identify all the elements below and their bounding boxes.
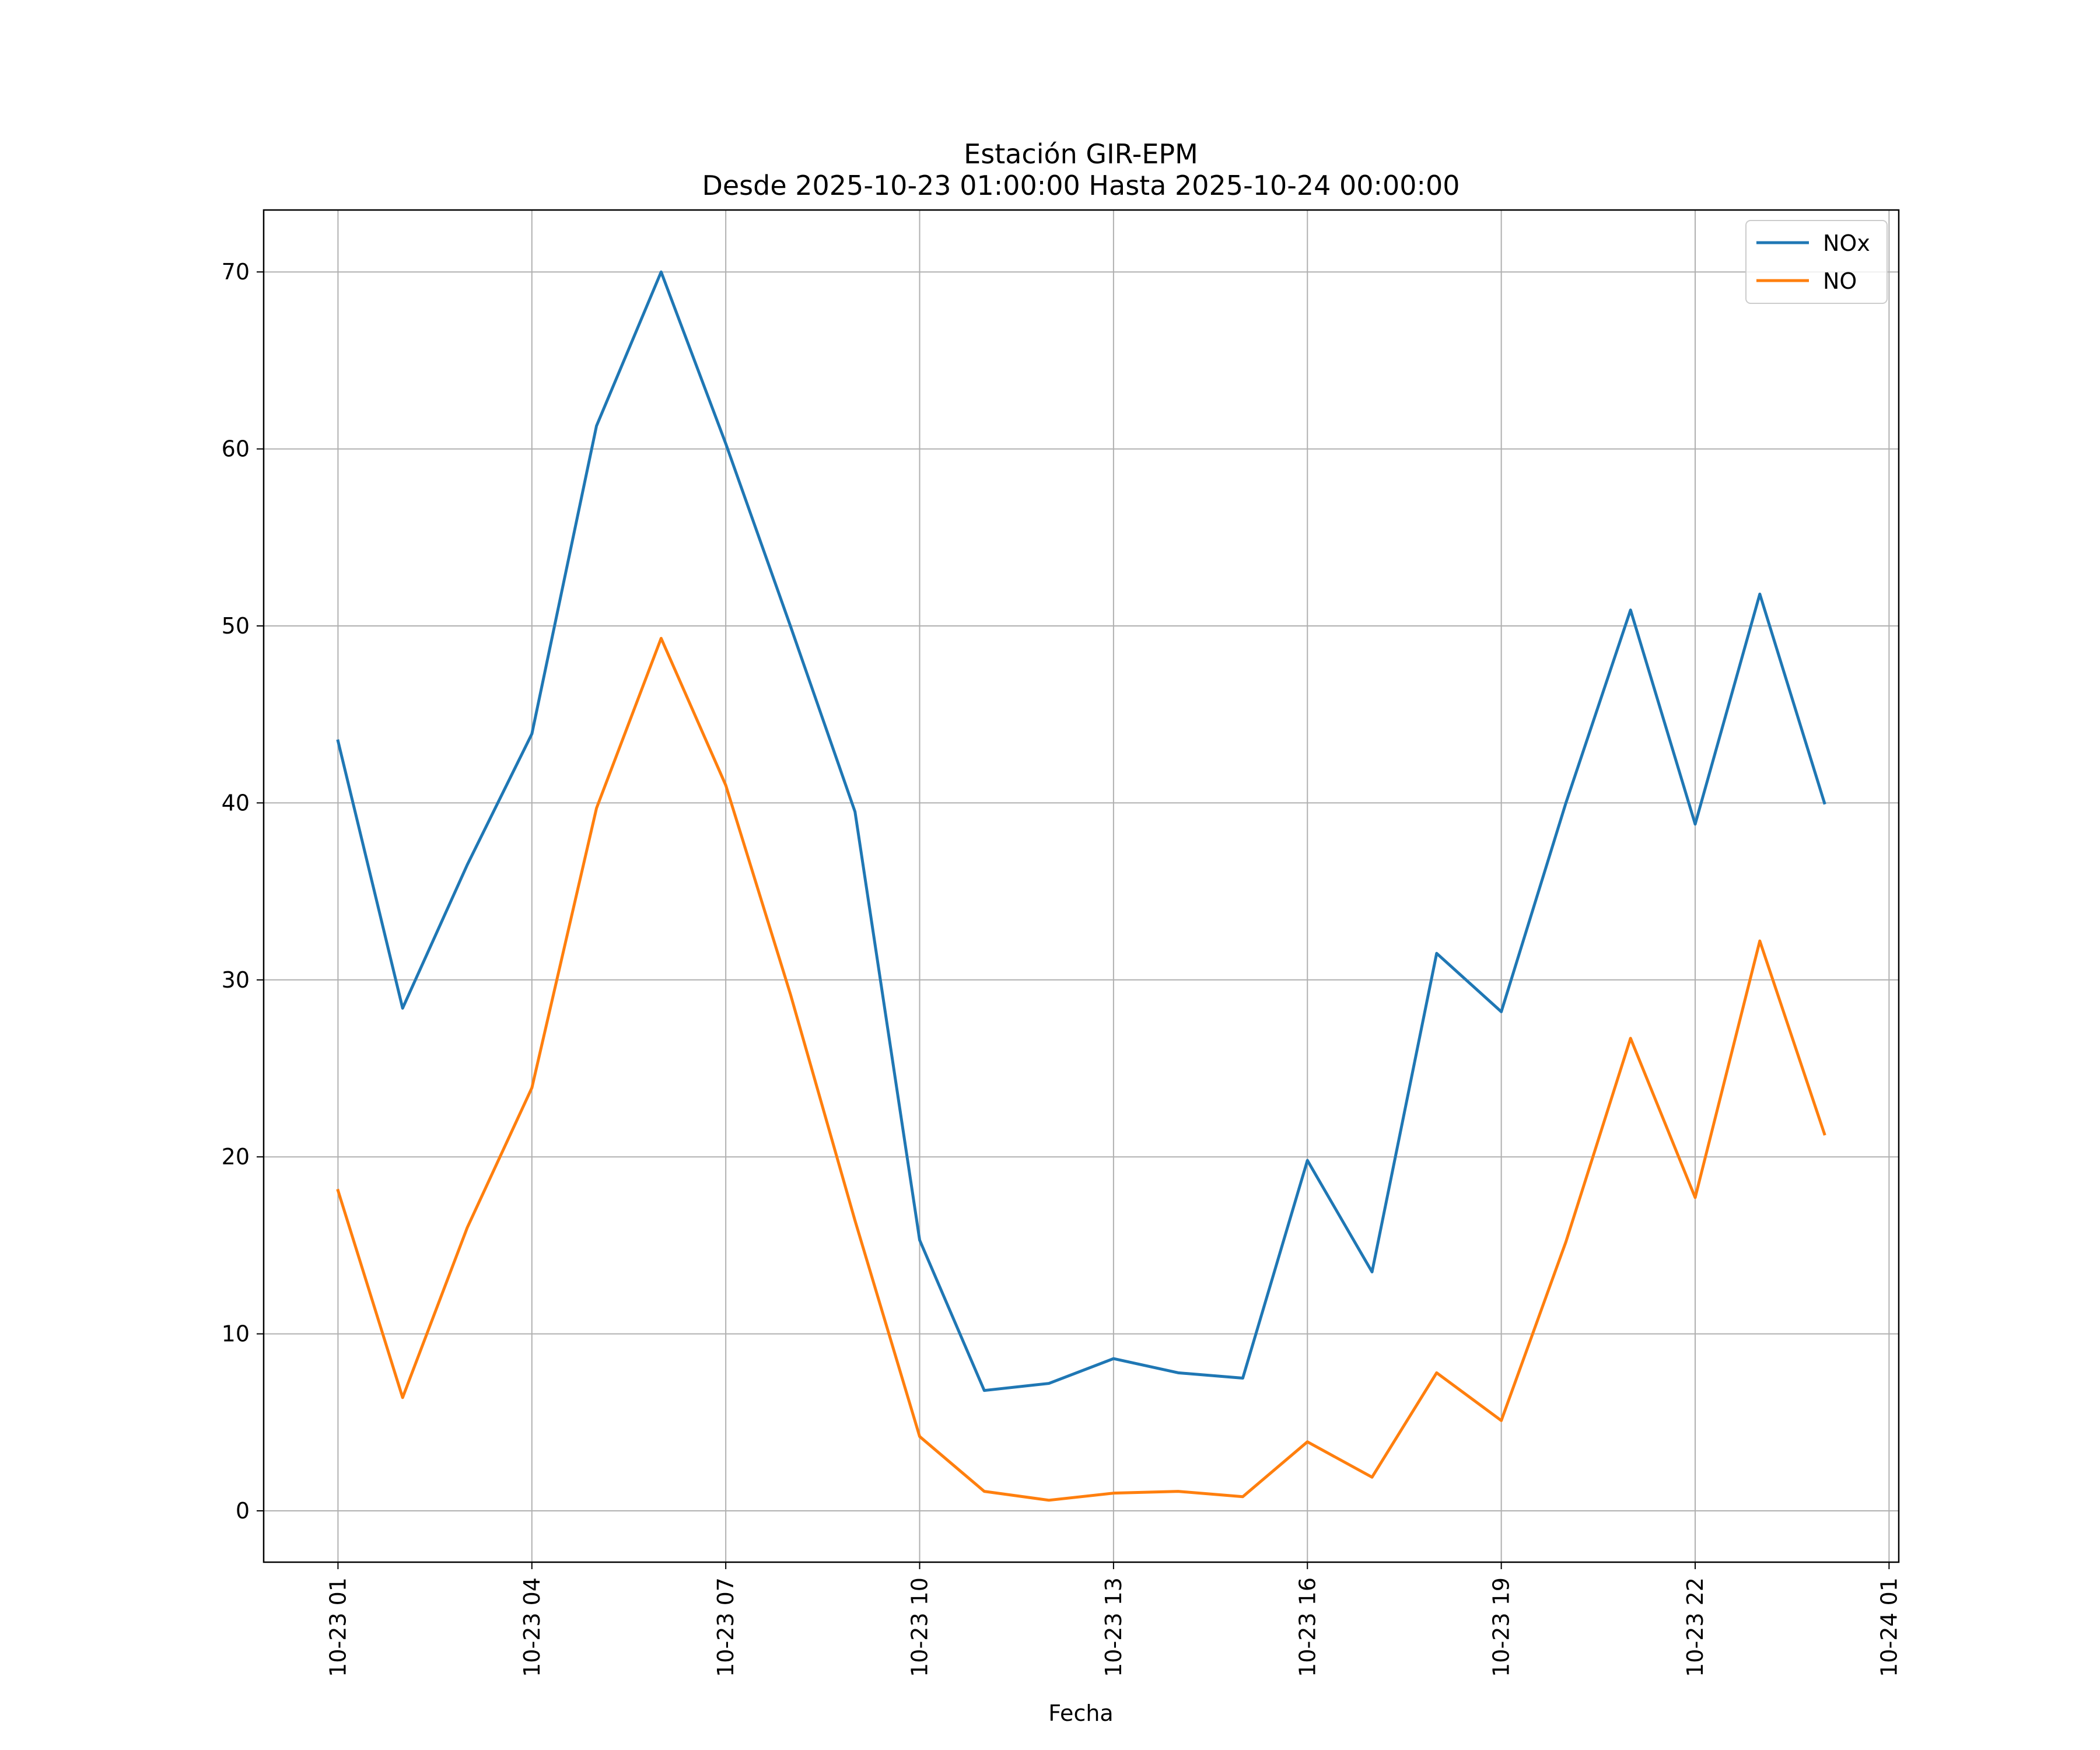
y-tick-label: 50 xyxy=(222,613,250,639)
y-tick-label: 40 xyxy=(222,790,250,816)
series-line-no xyxy=(336,636,1826,1502)
y-tick-label: 0 xyxy=(236,1498,250,1524)
y-tick-label: 10 xyxy=(222,1321,250,1347)
y-tick-label: 70 xyxy=(222,259,250,285)
x-tick-label: 10-23 07 xyxy=(713,1577,738,1677)
grid xyxy=(264,210,1899,1562)
x-tick-label: 10-24 01 xyxy=(1876,1577,1902,1677)
x-tick-label: 10-23 10 xyxy=(907,1577,933,1677)
axis-ticks: 0 10 20 30 40 50 60 70 10-23 01 10-23 04 10-23 07 1… xyxy=(222,259,1902,1677)
y-tick-label: 20 xyxy=(222,1144,250,1170)
series-line-nox xyxy=(336,270,1826,1392)
chart-title: Estación GIR-EPM xyxy=(964,138,1198,170)
y-tick-label: 30 xyxy=(222,967,250,993)
legend-label-no: NO xyxy=(1823,268,1857,294)
x-tick-label: 10-23 04 xyxy=(519,1577,545,1677)
legend-label-nox: NOx xyxy=(1823,230,1870,256)
plot-frame xyxy=(262,209,1900,1563)
legend: NOx NO xyxy=(1745,220,1888,304)
chart-subtitle: Desde 2025-10-23 01:00:00 Hasta 2025-10-… xyxy=(702,170,1460,201)
series-lines xyxy=(336,270,1826,1502)
x-tick-label: 10-23 22 xyxy=(1682,1577,1708,1677)
y-tick-label: 60 xyxy=(222,436,250,462)
x-tick-label: 10-23 19 xyxy=(1489,1577,1514,1677)
x-tick-label: 10-23 16 xyxy=(1294,1577,1320,1677)
x-tick-label: 10-23 01 xyxy=(325,1577,351,1677)
x-tick-label: 10-23 13 xyxy=(1101,1577,1126,1677)
x-axis-label: Fecha xyxy=(1048,1700,1113,1726)
